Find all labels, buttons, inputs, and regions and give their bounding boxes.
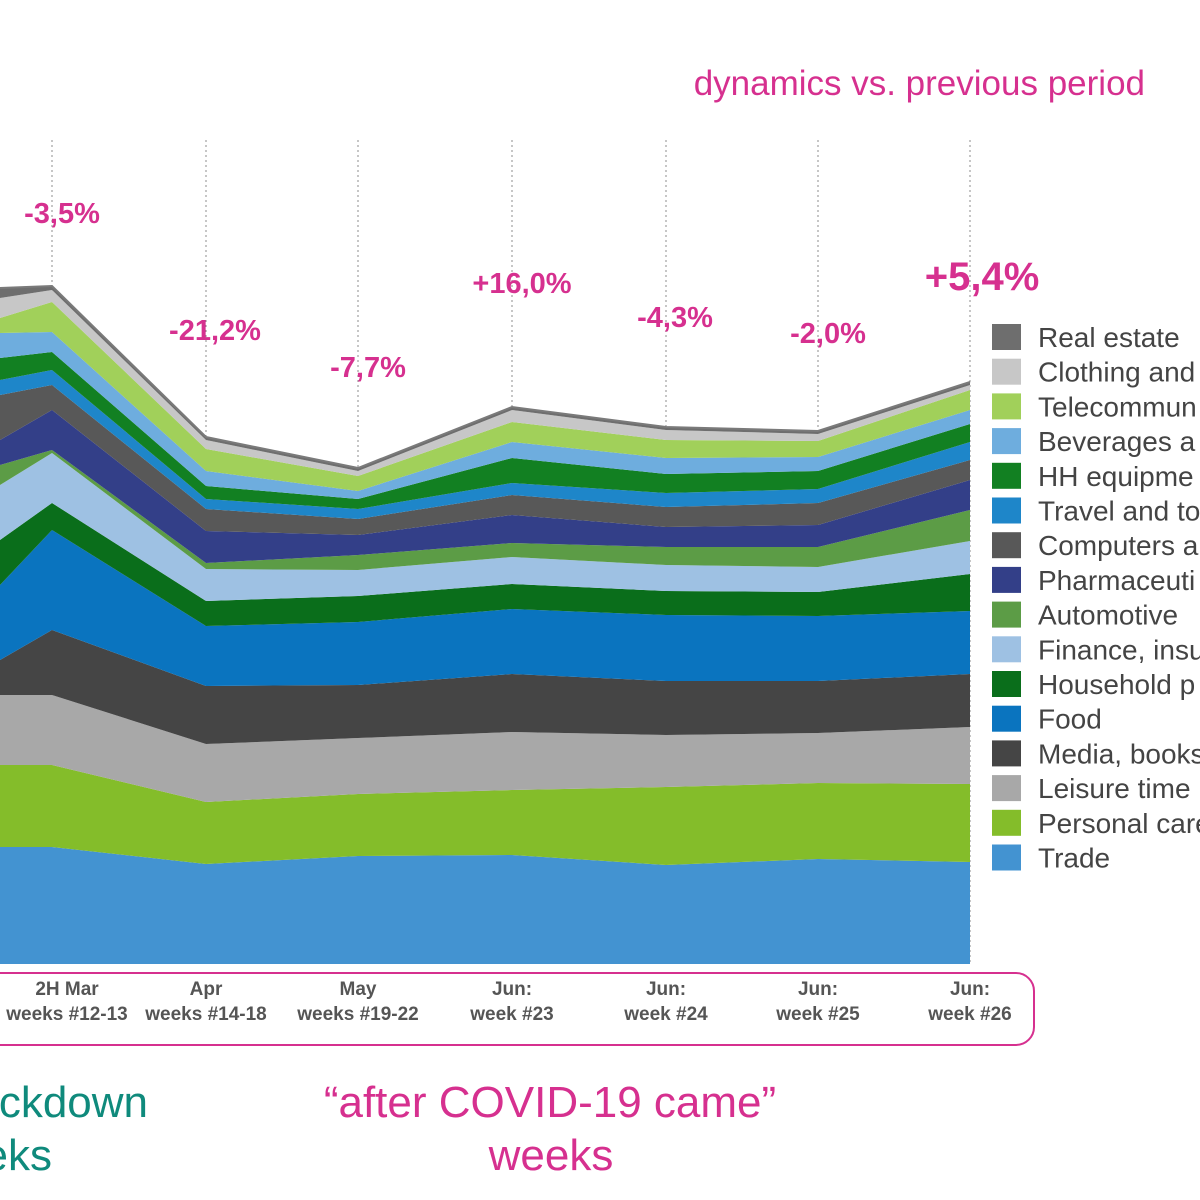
dynamics-label-6: -2,0% [790, 318, 866, 350]
legend-label-11: Household p [1038, 669, 1195, 700]
legend-label-8: Pharmaceuti [1038, 565, 1195, 596]
area-trade [0, 847, 970, 964]
x-tick-label-line2-1: weeks #12-13 [5, 1004, 128, 1025]
legend-swatch-9 [992, 601, 1021, 628]
legend-swatch-4 [992, 428, 1021, 455]
area-automotive [0, 450, 970, 570]
x-tick-label-line1-5: Jun: [646, 979, 686, 1000]
dynamics-label-7: +5,4% [925, 255, 1040, 299]
legend-swatch-3 [992, 393, 1021, 420]
area-household-p [0, 503, 970, 626]
dynamics-label-2: -21,2% [169, 315, 261, 347]
x-axis: 2H Mar weeks #12-13 Apr weeks #14-18 May week… [0, 972, 1035, 1046]
area-computers-a [0, 385, 970, 535]
legend-label-12: Food [1038, 704, 1102, 735]
lockdown-caption-line1: ckdown [0, 1078, 148, 1127]
legend-label-5: HH equipme [1038, 461, 1194, 492]
dynamics-label-4: +16,0% [472, 268, 571, 300]
lockdown-caption-line2: eks [0, 1131, 52, 1180]
legend-swatch-14 [992, 775, 1021, 802]
area-personal-care [0, 765, 970, 865]
legend-swatch-15 [992, 809, 1021, 836]
legend-label-9: Automotive [1038, 600, 1178, 631]
x-tick-label-line2-2: weeks #14-18 [144, 1004, 267, 1025]
legend-swatch-11 [992, 671, 1021, 697]
legend-swatch-6 [992, 497, 1021, 524]
area-hh-equipme [0, 352, 970, 509]
legend-label-2: Clothing and [1038, 357, 1195, 388]
after-covid-caption-line2: weeks [488, 1131, 614, 1180]
legend-swatch-10 [992, 636, 1021, 663]
legend-swatch-13 [992, 740, 1021, 767]
legend-label-4: Beverages a [1038, 426, 1196, 457]
x-tick-label-line2-4: week #23 [469, 1004, 553, 1025]
legend-swatch-7 [992, 532, 1021, 559]
dynamics-label-1: -3,5% [24, 198, 100, 230]
x-tick-label-line2-7: week #26 [927, 1004, 1011, 1025]
legend-label-6: Travel and to [1038, 496, 1200, 527]
after-covid-caption-line1: “after COVID-19 came” [324, 1078, 776, 1127]
area-telecommun [0, 302, 970, 491]
stack-top-edge [0, 284, 971, 470]
area-finance-insu [0, 453, 970, 601]
legend-swatch-2 [992, 358, 1021, 385]
legend-label-16: Trade [1038, 843, 1110, 874]
legend-swatch-8 [992, 566, 1021, 593]
x-tick-label-line1-2: Apr [190, 979, 223, 1000]
dynamics-label-3: -7,7% [330, 352, 406, 384]
legend-swatch-16 [992, 844, 1021, 871]
legend-label-15: Personal care [1038, 808, 1200, 839]
x-tick-label-line1-4: Jun: [492, 979, 532, 1000]
legend-label-14: Leisure time [1038, 773, 1191, 804]
legend-swatch-12 [992, 705, 1021, 732]
x-tick-label-line1-1: 2H Mar [35, 979, 99, 1000]
x-axis-frame [0, 972, 1035, 1046]
area-media-books [0, 630, 970, 744]
area-food [0, 530, 970, 686]
area-pharmaceuti [0, 410, 970, 563]
dynamics-labels: -3,5% -21,2% -7,7% +16,0% -4,3% -2,0% +5,4% [24, 198, 1039, 384]
area-leisure-time [0, 695, 970, 802]
legend-label-3: Telecommun [1038, 391, 1197, 422]
legend-label-7: Computers a [1038, 530, 1199, 561]
area-travel-and-to [0, 370, 970, 519]
x-tick-label-line1-6: Jun: [798, 979, 838, 1000]
legend-label-13: Media, books [1038, 738, 1200, 769]
area-series [0, 284, 971, 964]
x-tick-label-line1-3: May [340, 979, 377, 1000]
chart-subtitle: dynamics vs. previous period [694, 64, 1145, 103]
legend-label-1: Real estate [1038, 322, 1180, 353]
legend-swatch-5 [992, 462, 1021, 489]
x-tick-label-line2-5: week #24 [623, 1004, 708, 1025]
legend-label-10: Finance, insu [1038, 634, 1200, 665]
legend-swatch-1 [992, 324, 1021, 350]
x-tick-label-line1-7: Jun: [950, 979, 990, 1000]
dynamics-label-5: -4,3% [637, 302, 713, 334]
x-tick-label-line2-6: week #25 [775, 1004, 860, 1025]
x-tick-label-line2-3: weeks #19-22 [296, 1004, 419, 1025]
